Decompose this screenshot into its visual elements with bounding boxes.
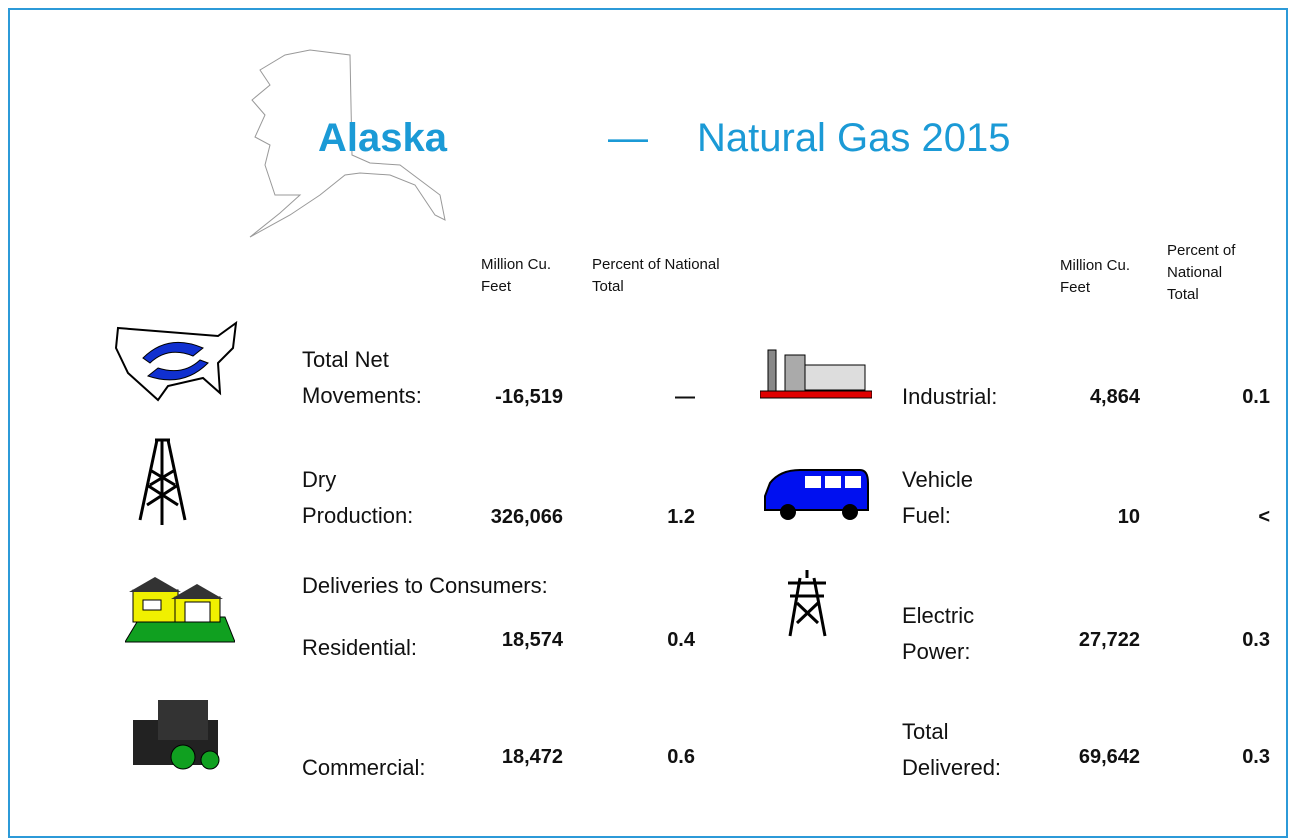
row-label: Vehicle Fuel: <box>902 467 973 528</box>
house-icon <box>125 577 235 643</box>
industrial-icon <box>760 349 872 399</box>
row-value: 27,722 <box>1078 629 1140 651</box>
row-value: 18,574 <box>501 629 563 651</box>
row-value: -16,519 <box>495 386 563 408</box>
van-icon <box>764 469 869 520</box>
column-header: Million Cu. Feet <box>481 256 552 295</box>
row-value: 18,472 <box>501 746 563 768</box>
row-percent: 1.2 <box>667 506 695 528</box>
row-value: 69,642 <box>1078 746 1140 768</box>
derrick-icon <box>138 438 187 525</box>
column-header: Percent of National Total <box>1167 242 1236 303</box>
deliveries-heading: Deliveries to Consumers: <box>302 573 548 598</box>
row-percent: 0.3 <box>1242 746 1270 768</box>
row-percent: 0.1 <box>1242 386 1270 408</box>
alaska-map <box>249 49 446 238</box>
row-label: Electric Power: <box>902 603 975 664</box>
row-value: 4,864 <box>1089 386 1140 408</box>
title-dash: — <box>608 116 648 160</box>
row-label: Total Net Movements: <box>302 347 422 408</box>
row-label: Residential: <box>302 635 417 660</box>
row-label: Industrial: <box>902 384 998 409</box>
row-percent: 0.3 <box>1242 629 1270 651</box>
commercial-icon <box>133 700 220 770</box>
row-label: Total Delivered: <box>902 719 1002 780</box>
row-label: Dry Production: <box>302 467 414 528</box>
row-value: 10 <box>1117 506 1140 528</box>
row-percent: 0.6 <box>667 746 695 768</box>
us-map-icon <box>114 320 238 402</box>
row-label: Commercial: <box>302 755 426 780</box>
power-tower-icon <box>788 570 827 637</box>
row-percent: 0.4 <box>667 629 695 651</box>
row-percent: — <box>675 386 695 408</box>
row-value: 326,066 <box>490 506 563 528</box>
row-percent: < <box>1258 506 1270 528</box>
column-header: Million Cu. Feet <box>1060 257 1131 296</box>
state-name: Alaska <box>318 116 447 160</box>
title: Natural Gas 2015 <box>697 116 1011 160</box>
column-header: Percent of National Total <box>592 256 720 295</box>
